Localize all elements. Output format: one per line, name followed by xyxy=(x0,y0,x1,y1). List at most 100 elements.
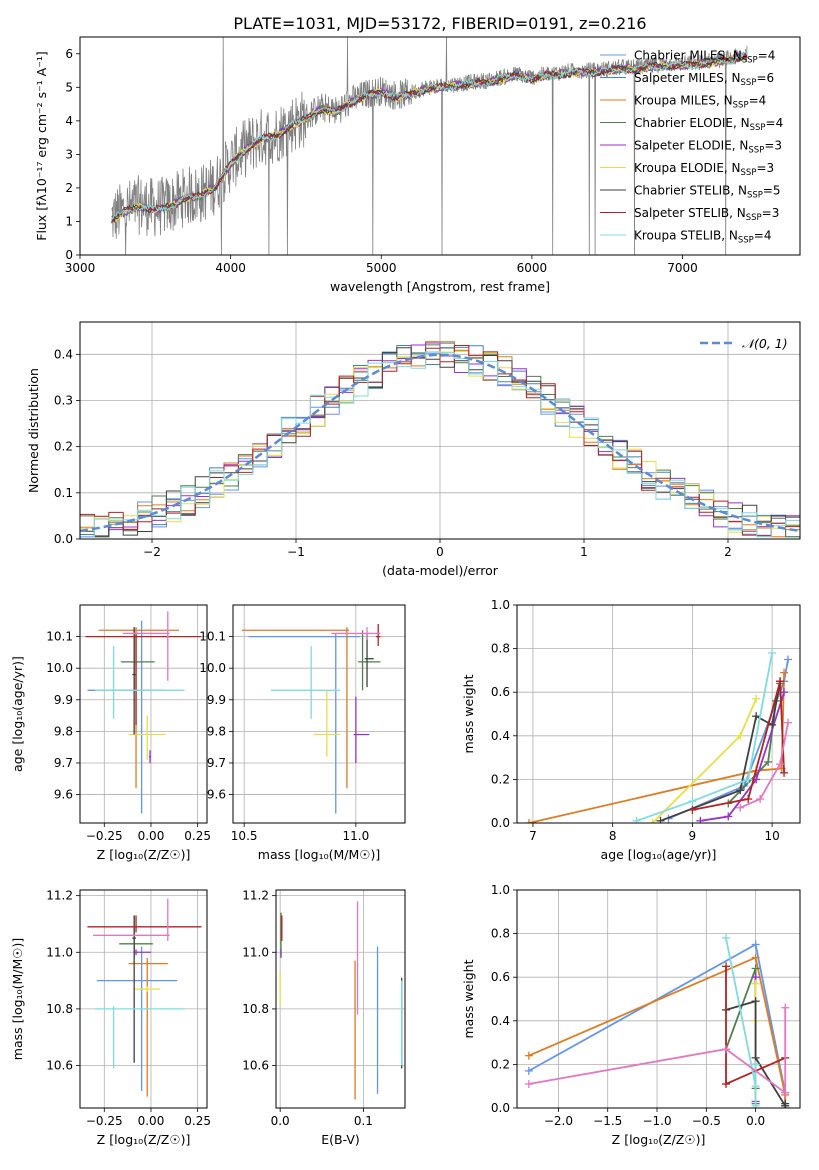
y-tick-label: 1.0 xyxy=(491,883,510,897)
plus-marker xyxy=(722,1080,731,1089)
y-tick-label: 0.0 xyxy=(54,532,73,546)
errorbar-point xyxy=(270,646,341,719)
y-tick-label: 11.0 xyxy=(242,945,269,959)
plus-marker xyxy=(752,712,761,721)
legend-entry: 𝒩(0, 1) xyxy=(742,336,788,351)
errorbar-point xyxy=(94,1006,185,1069)
plot-area xyxy=(524,933,790,1108)
legend-entry: Salpeter STELIB, NSSP=3 xyxy=(634,206,779,223)
legend-subscript: SSP xyxy=(741,78,757,88)
legend-value: =3 xyxy=(762,206,780,220)
plus-marker xyxy=(736,731,745,740)
plus-marker xyxy=(781,1003,790,1012)
plus-marker xyxy=(744,795,753,804)
plus-marker xyxy=(780,668,789,677)
plot-area xyxy=(85,611,202,814)
figure-title: PLATE=1031, MJD=53172, FIBERID=0191, z=0… xyxy=(233,14,646,33)
errorbar-point xyxy=(241,627,350,789)
plus-marker xyxy=(776,760,785,769)
plot-area xyxy=(241,623,381,814)
errorbar-point xyxy=(85,633,202,726)
legend-label: Kroupa MILES, N xyxy=(634,94,733,108)
y-axis-label: Normed distribution xyxy=(26,368,41,493)
axes-age-vs-mass: 10.5 11.0 9.6 9.7 9.8 9.9 10.0 10.1 mass [log₁₀(… xyxy=(199,604,406,862)
x-tick-label: 11.0 xyxy=(342,829,369,843)
plus-marker xyxy=(736,803,745,812)
legend-label: Chabrier STELIB, N xyxy=(634,184,747,198)
plus-marker xyxy=(722,962,731,971)
errorbar-point xyxy=(375,623,381,647)
errorbar-point xyxy=(358,630,381,691)
errorbar-point xyxy=(121,630,155,691)
y-axis-label: age [log₁₀(age/yr)] xyxy=(10,656,25,772)
legend-entry: Kroupa MILES, NSSP=4 xyxy=(634,94,766,111)
legend-label: Salpeter ELODIE, N xyxy=(634,139,748,153)
errorbar-point xyxy=(87,915,202,933)
y-tick-label: 4 xyxy=(65,114,73,128)
errorbar-point xyxy=(364,633,374,688)
plus-marker xyxy=(688,805,697,814)
errorbar-point xyxy=(353,696,370,763)
axes-frame xyxy=(275,889,406,1109)
plus-marker xyxy=(722,1045,731,1054)
legend-value: =3 xyxy=(764,139,782,153)
legend-entry: Kroupa ELODIE, NSSP=3 xyxy=(634,161,774,178)
y-tick-label: 10.0 xyxy=(46,661,73,675)
plus-marker xyxy=(756,795,765,804)
legend-entry: Kroupa STELIB, NSSP=4 xyxy=(634,229,772,246)
axes-mass-vs-EBV: 0.0 0.1 10.6 10.8 11.0 11.2 E(B-V) xyxy=(242,889,406,1147)
axes-frame xyxy=(79,889,208,1109)
weight-line xyxy=(700,691,785,822)
x-tick-label: −0.5 xyxy=(692,1114,721,1128)
y-tick-label: 0.2 xyxy=(491,772,510,786)
x-tick-label: −2.0 xyxy=(544,1114,573,1128)
residual-histogram xyxy=(80,351,800,538)
legend-value: =3 xyxy=(756,161,774,175)
plus-marker xyxy=(688,797,697,806)
errorbar-point xyxy=(128,957,168,1097)
errorbar-point xyxy=(132,915,137,1063)
errorbar-point xyxy=(96,946,178,1092)
residual-histogram xyxy=(80,347,800,537)
plus-marker xyxy=(736,786,745,795)
x-tick-label: 10.5 xyxy=(231,829,258,843)
y-tick-label: 0.0 xyxy=(491,1101,510,1115)
residual-histogram xyxy=(80,341,800,538)
y-tick-label: 0.4 xyxy=(491,729,510,743)
y-tick-label: 9.9 xyxy=(207,693,226,707)
plus-marker xyxy=(764,757,773,766)
legend-label: Salpeter STELIB, N xyxy=(634,206,746,220)
legend-subscript: SSP xyxy=(748,146,764,156)
weight-line xyxy=(636,652,773,822)
x-tick-label: −2 xyxy=(143,545,161,559)
errorbar-point xyxy=(94,646,185,719)
legend-entry: Salpeter MILES, NSSP=6 xyxy=(634,71,774,88)
y-tick-label: 10.8 xyxy=(46,1002,73,1016)
y-tick-label: 0.8 xyxy=(491,642,510,656)
errorbar-point xyxy=(134,949,151,956)
y-tick-label: 0.4 xyxy=(491,1014,510,1028)
plus-marker xyxy=(752,694,761,703)
y-tick-label: 0.2 xyxy=(54,440,73,454)
plus-marker xyxy=(632,816,641,823)
legend-entry: Chabrier MILES, NSSP=4 xyxy=(634,49,775,66)
y-tick-label: 0.6 xyxy=(491,970,510,984)
y-tick-label: 0.0 xyxy=(491,816,510,830)
y-tick-label: 5 xyxy=(65,80,73,94)
axes-weight-vs-age: 7 8 9 10 0.0 0.2 0.4 0.6 0.8 1.0 age [log₁₀(age/yr… xyxy=(461,598,801,862)
plus-marker xyxy=(524,1066,533,1075)
x-tick-label: 0.0 xyxy=(746,1114,765,1128)
legend-subscript: SSP xyxy=(750,123,766,133)
plus-marker xyxy=(751,1082,760,1091)
axes-frame xyxy=(79,36,801,256)
legend-label: Salpeter MILES, N xyxy=(634,71,741,85)
x-tick-label: −0.25 xyxy=(86,829,123,843)
x-axis-label: Z [log₁₀(Z/Z☉)] xyxy=(97,847,191,862)
plus-marker xyxy=(784,718,793,727)
x-tick-label: 0.0 xyxy=(271,1114,290,1128)
x-tick-label: −1 xyxy=(287,545,305,559)
errorbar-point xyxy=(122,611,170,681)
y-tick-label: 9.7 xyxy=(54,756,73,770)
